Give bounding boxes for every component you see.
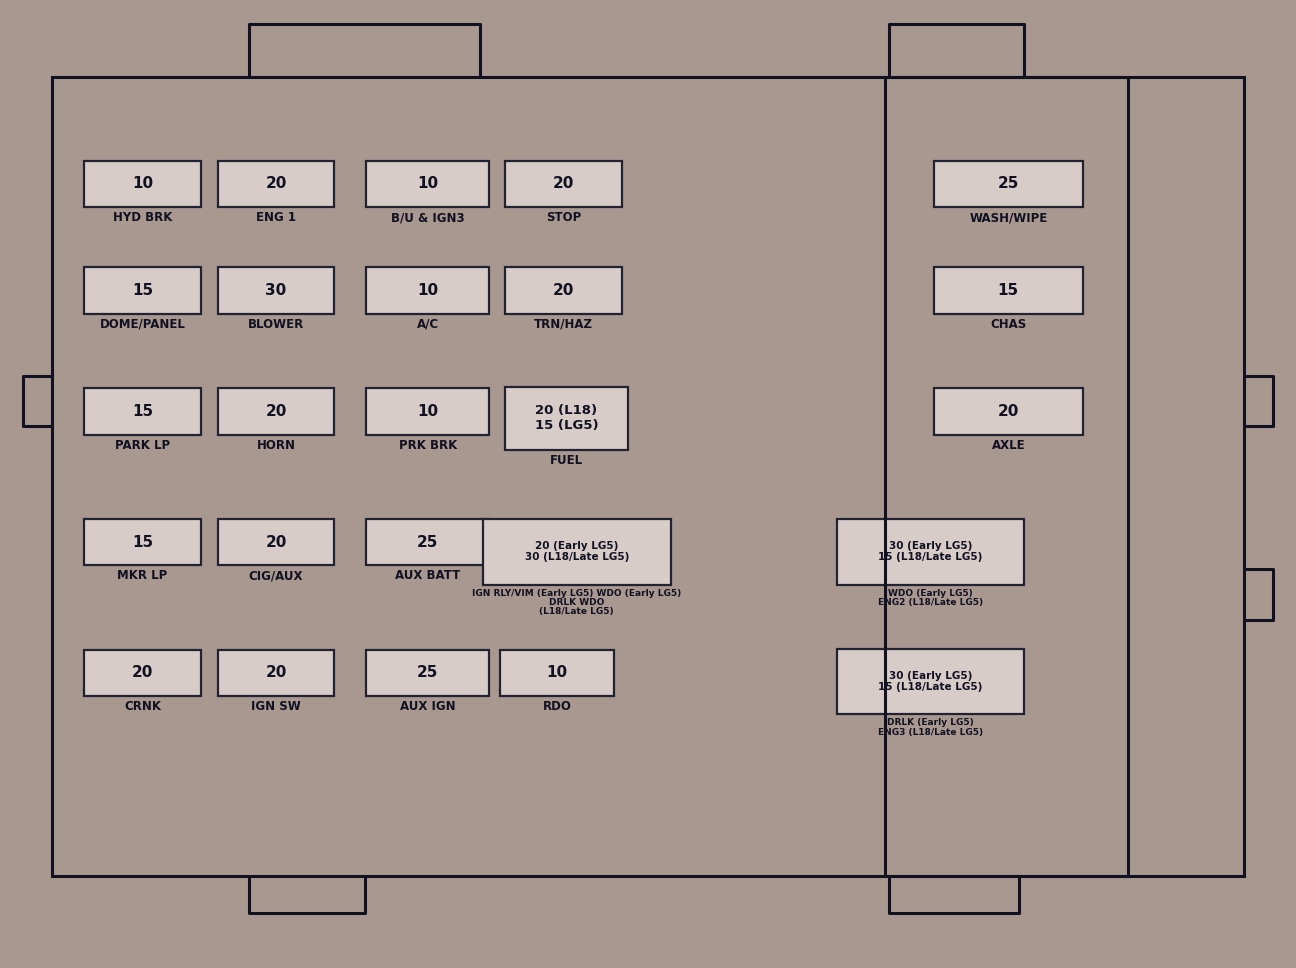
Bar <box>885 77 1244 876</box>
Bar <box>367 650 490 696</box>
Bar <box>84 267 201 314</box>
Text: 10: 10 <box>417 404 438 419</box>
Bar <box>367 161 490 207</box>
Bar <box>482 519 671 585</box>
Bar <box>84 388 201 435</box>
Bar <box>505 161 622 207</box>
Text: CHAS: CHAS <box>990 318 1026 330</box>
Text: 20: 20 <box>266 534 286 550</box>
Text: 20: 20 <box>266 665 286 681</box>
Bar <box>933 161 1082 207</box>
Text: FUEL: FUEL <box>550 453 583 467</box>
Bar <box>367 388 490 435</box>
Bar <box>84 161 201 207</box>
Text: MKR LP: MKR LP <box>118 569 167 582</box>
Bar <box>505 386 627 449</box>
Text: IGN SW: IGN SW <box>251 700 301 712</box>
Bar <box>367 519 490 565</box>
Text: CRNK: CRNK <box>124 700 161 712</box>
Text: 20 (Early LG5)
30 (L18/Late LG5): 20 (Early LG5) 30 (L18/Late LG5) <box>525 541 629 562</box>
Text: 10: 10 <box>417 283 438 298</box>
Text: AUX BATT: AUX BATT <box>395 569 460 582</box>
Bar <box>218 267 334 314</box>
Text: PARK LP: PARK LP <box>115 439 170 451</box>
Text: AXLE: AXLE <box>991 439 1025 451</box>
Text: DRLK (Early LG5)
ENG3 (L18/Late LG5): DRLK (Early LG5) ENG3 (L18/Late LG5) <box>877 718 984 737</box>
Bar <box>84 650 201 696</box>
Text: TRN/HAZ: TRN/HAZ <box>534 318 594 330</box>
Text: 15: 15 <box>132 283 153 298</box>
Text: 10: 10 <box>547 665 568 681</box>
Text: 30: 30 <box>266 283 286 298</box>
Bar <box>500 650 614 696</box>
Bar <box>218 388 334 435</box>
Text: 25: 25 <box>998 176 1019 192</box>
Bar <box>933 388 1082 435</box>
Text: ENG 1: ENG 1 <box>257 211 295 224</box>
Text: RDO: RDO <box>543 700 572 712</box>
Text: 20 (L18)
15 (LG5): 20 (L18) 15 (LG5) <box>534 405 599 432</box>
Text: 20: 20 <box>998 404 1019 419</box>
Text: 20: 20 <box>132 665 153 681</box>
Text: 20: 20 <box>553 176 574 192</box>
Text: B/U & IGN3: B/U & IGN3 <box>391 211 464 224</box>
Text: 20: 20 <box>266 404 286 419</box>
Bar <box>52 77 1128 876</box>
Text: A/C: A/C <box>416 318 439 330</box>
Text: WDO (Early LG5)
ENG2 (L18/Late LG5): WDO (Early LG5) ENG2 (L18/Late LG5) <box>877 589 984 607</box>
Text: 20: 20 <box>553 283 574 298</box>
Text: 20: 20 <box>266 176 286 192</box>
Bar <box>837 649 1024 714</box>
Text: 25: 25 <box>417 665 438 681</box>
Text: PRK BRK: PRK BRK <box>399 439 456 451</box>
Bar <box>933 267 1082 314</box>
Bar <box>218 161 334 207</box>
Text: 15: 15 <box>998 283 1019 298</box>
Bar <box>218 519 334 565</box>
Text: HYD BRK: HYD BRK <box>113 211 172 224</box>
Text: AUX IGN: AUX IGN <box>400 700 455 712</box>
Text: HORN: HORN <box>257 439 295 451</box>
Text: 10: 10 <box>417 176 438 192</box>
Text: 10: 10 <box>132 176 153 192</box>
Bar <box>837 519 1024 585</box>
Bar <box>218 650 334 696</box>
Text: WASH/WIPE: WASH/WIPE <box>969 211 1047 224</box>
Text: DOME/PANEL: DOME/PANEL <box>100 318 185 330</box>
Text: 30 (Early LG5)
15 (L18/Late LG5): 30 (Early LG5) 15 (L18/Late LG5) <box>879 541 982 562</box>
Text: 25: 25 <box>417 534 438 550</box>
Text: 30 (Early LG5)
15 (L18/Late LG5): 30 (Early LG5) 15 (L18/Late LG5) <box>879 671 982 692</box>
Text: IGN RLY/VIM (Early LG5) WDO (Early LG5)
DRLK WDO
(L18/Late LG5): IGN RLY/VIM (Early LG5) WDO (Early LG5) … <box>472 589 682 617</box>
Text: CIG/AUX: CIG/AUX <box>249 569 303 582</box>
Text: 15: 15 <box>132 404 153 419</box>
Bar <box>84 519 201 565</box>
Text: STOP: STOP <box>546 211 582 224</box>
Text: BLOWER: BLOWER <box>248 318 305 330</box>
Bar <box>505 267 622 314</box>
Bar <box>367 267 490 314</box>
Text: 15: 15 <box>132 534 153 550</box>
